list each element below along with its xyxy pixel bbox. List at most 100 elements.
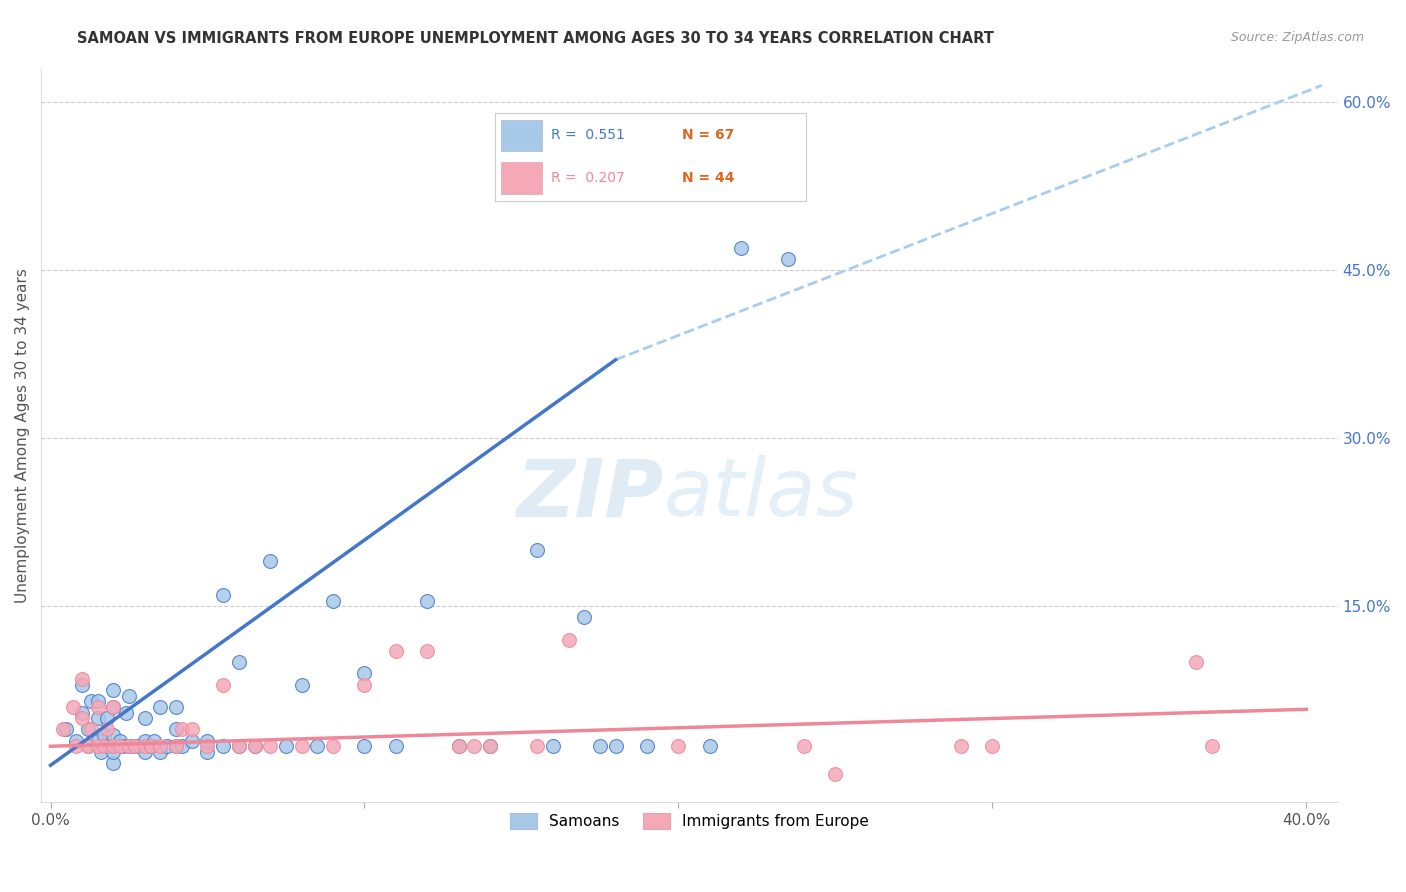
Point <box>70 706 93 720</box>
Point <box>108 733 131 747</box>
Point <box>353 666 375 681</box>
Point <box>134 711 156 725</box>
Point <box>824 767 846 781</box>
Point <box>479 739 502 754</box>
Point <box>259 554 281 568</box>
Point <box>86 733 108 747</box>
Point <box>463 739 485 754</box>
Point <box>228 739 250 754</box>
Point <box>197 733 219 747</box>
Text: atlas: atlas <box>664 455 858 533</box>
Y-axis label: Unemployment Among Ages 30 to 34 years: Unemployment Among Ages 30 to 34 years <box>15 268 30 603</box>
Point <box>526 543 548 558</box>
Point <box>1201 739 1223 754</box>
Point <box>70 678 93 692</box>
Point <box>165 739 187 754</box>
Point <box>134 745 156 759</box>
Point <box>172 723 194 737</box>
Point <box>124 739 146 754</box>
Point <box>98 739 121 754</box>
Point <box>143 733 166 747</box>
Point <box>981 739 1004 754</box>
Point <box>86 739 108 754</box>
Point <box>103 700 125 714</box>
Point <box>228 739 250 754</box>
Point <box>574 610 596 624</box>
Point <box>90 745 112 759</box>
Point <box>793 739 815 754</box>
Point <box>77 723 100 737</box>
Point <box>103 745 125 759</box>
Point <box>636 739 658 754</box>
Point <box>228 655 250 669</box>
Point <box>172 739 194 754</box>
Point <box>80 723 103 737</box>
Point <box>699 739 721 754</box>
Point <box>70 711 93 725</box>
Point <box>730 241 752 255</box>
Point <box>589 739 612 754</box>
Point <box>322 739 344 754</box>
Point <box>149 739 172 754</box>
Point <box>149 745 172 759</box>
Point <box>541 739 564 754</box>
Point <box>134 733 156 747</box>
Point <box>134 739 156 754</box>
Point <box>103 700 125 714</box>
Point <box>86 700 108 714</box>
Point <box>165 700 187 714</box>
Point <box>180 723 202 737</box>
Point <box>243 739 266 754</box>
Legend: Samoans, Immigrants from Europe: Samoans, Immigrants from Europe <box>503 806 876 835</box>
Text: Source: ZipAtlas.com: Source: ZipAtlas.com <box>1230 31 1364 45</box>
Point <box>447 739 470 754</box>
Point <box>197 745 219 759</box>
Point <box>259 739 281 754</box>
Point <box>65 733 87 747</box>
Point <box>212 678 235 692</box>
Point <box>139 739 162 754</box>
Point <box>96 711 118 725</box>
Point <box>180 733 202 747</box>
Point <box>605 739 627 754</box>
Point <box>291 678 314 692</box>
Point <box>212 588 235 602</box>
Point <box>127 739 149 754</box>
Point <box>108 739 131 754</box>
Point <box>949 739 972 754</box>
Point <box>1185 655 1208 669</box>
Point <box>103 756 125 770</box>
Point <box>118 739 141 754</box>
Point <box>197 739 219 754</box>
Point <box>149 700 172 714</box>
Point <box>96 739 118 754</box>
Point <box>103 739 125 754</box>
Point <box>416 644 439 658</box>
Point <box>77 739 100 754</box>
Point <box>93 739 115 754</box>
Point <box>115 706 138 720</box>
Point <box>86 711 108 725</box>
Point <box>124 739 146 754</box>
Point <box>307 739 329 754</box>
Point <box>274 739 297 754</box>
Point <box>165 739 187 754</box>
Point <box>103 728 125 742</box>
Point <box>55 723 77 737</box>
Point <box>778 252 800 266</box>
Point <box>52 723 75 737</box>
Point <box>139 739 162 754</box>
Point <box>243 739 266 754</box>
Point <box>416 593 439 607</box>
Point <box>385 739 408 754</box>
Point <box>353 739 375 754</box>
Point <box>96 723 118 737</box>
Point <box>70 672 93 686</box>
Point <box>526 739 548 754</box>
Point <box>62 700 84 714</box>
Point <box>291 739 314 754</box>
Point <box>77 739 100 754</box>
Point <box>447 739 470 754</box>
Text: SAMOAN VS IMMIGRANTS FROM EUROPE UNEMPLOYMENT AMONG AGES 30 TO 34 YEARS CORRELAT: SAMOAN VS IMMIGRANTS FROM EUROPE UNEMPLO… <box>77 31 994 46</box>
Point <box>666 739 689 754</box>
